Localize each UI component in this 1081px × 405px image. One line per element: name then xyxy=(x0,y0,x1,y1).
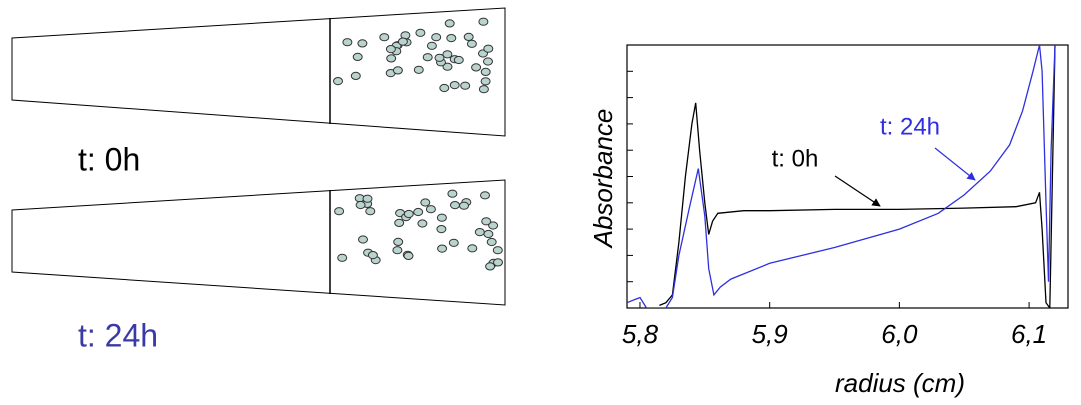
particle xyxy=(485,262,496,271)
particle xyxy=(488,221,499,230)
particle xyxy=(436,225,447,234)
particle xyxy=(478,17,489,26)
particle xyxy=(355,200,366,210)
particle xyxy=(342,38,353,47)
particle xyxy=(493,258,503,267)
particle xyxy=(463,32,474,42)
particle xyxy=(483,57,493,66)
cells: t: 0h t: 24h xyxy=(11,7,506,353)
particle xyxy=(447,189,458,198)
particle xyxy=(460,81,471,90)
particle xyxy=(385,45,396,54)
particle xyxy=(357,39,368,48)
particle xyxy=(415,28,426,37)
particle xyxy=(434,53,445,62)
particle xyxy=(480,191,490,200)
particle xyxy=(483,44,494,53)
particle xyxy=(442,50,453,59)
particle xyxy=(393,237,404,246)
particle xyxy=(350,71,361,81)
cell-label: t: 24h xyxy=(78,317,158,353)
particle xyxy=(334,207,345,216)
particle xyxy=(466,39,477,48)
particle xyxy=(449,81,460,90)
plot-frame xyxy=(626,44,1069,309)
particle xyxy=(352,52,363,62)
particle xyxy=(403,251,414,260)
x-tick-label: 6,0 xyxy=(881,319,918,349)
series-label: t: 0h xyxy=(772,145,819,172)
series-label: t: 24h xyxy=(880,113,940,140)
particle xyxy=(386,54,397,63)
particle xyxy=(392,246,403,255)
particle xyxy=(442,62,453,71)
particle xyxy=(450,201,460,210)
particle xyxy=(392,66,403,75)
plot-area xyxy=(627,45,1056,308)
particle xyxy=(444,19,455,28)
particle xyxy=(471,63,482,72)
y-axis-label: Absorbance xyxy=(588,109,618,250)
particle xyxy=(362,194,373,203)
annotation-arrow xyxy=(934,147,976,181)
particle xyxy=(486,237,497,247)
series-line xyxy=(627,45,1056,308)
particle xyxy=(481,217,492,226)
particle xyxy=(367,251,378,260)
particle xyxy=(425,205,436,214)
cell-label: t: 0h xyxy=(78,141,140,177)
x-tick-label: 5,9 xyxy=(752,319,788,349)
cell-outline xyxy=(11,7,506,137)
x-tick-label: 5,8 xyxy=(622,319,659,349)
annotation-arrow xyxy=(834,175,881,207)
particle xyxy=(397,37,408,46)
particle xyxy=(431,33,442,42)
x-axis-label: radius (cm) xyxy=(835,368,965,398)
particle xyxy=(436,213,447,222)
particle xyxy=(337,253,348,262)
particle xyxy=(480,67,491,77)
particle xyxy=(394,218,405,227)
particle xyxy=(437,244,448,253)
particle xyxy=(467,244,478,253)
cell-outline xyxy=(11,179,506,306)
particle xyxy=(413,207,424,217)
particle xyxy=(379,33,390,42)
particle xyxy=(474,228,485,237)
particle xyxy=(478,85,489,94)
particle xyxy=(422,53,433,62)
particle xyxy=(403,209,414,219)
particle xyxy=(365,207,376,216)
particle xyxy=(480,77,491,86)
particle xyxy=(420,198,431,207)
particle xyxy=(413,65,424,74)
particle xyxy=(453,55,464,65)
particle xyxy=(426,41,437,50)
series-line xyxy=(659,45,1056,308)
particle xyxy=(333,77,343,86)
particle xyxy=(459,201,469,210)
particle xyxy=(439,83,450,93)
x-tick-label: 6,1 xyxy=(1011,319,1047,349)
particle xyxy=(492,246,503,255)
particle xyxy=(448,238,459,247)
particle xyxy=(446,34,457,43)
particle xyxy=(417,219,428,228)
particle xyxy=(483,229,494,239)
particle xyxy=(358,235,368,244)
